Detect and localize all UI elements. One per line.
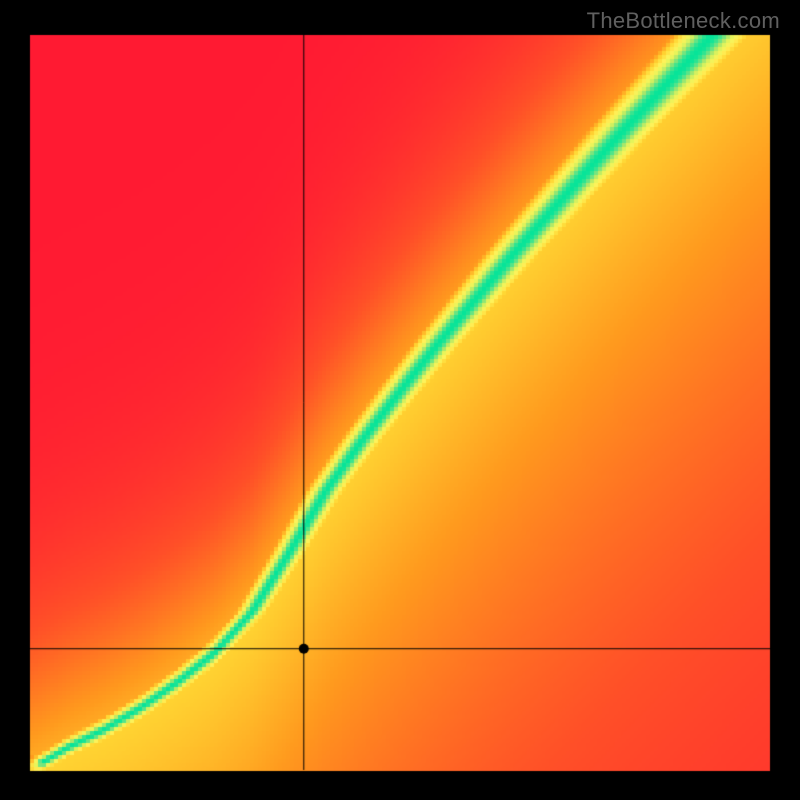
bottleneck-heatmap <box>0 0 800 800</box>
watermark-text: TheBottleneck.com <box>587 8 780 34</box>
